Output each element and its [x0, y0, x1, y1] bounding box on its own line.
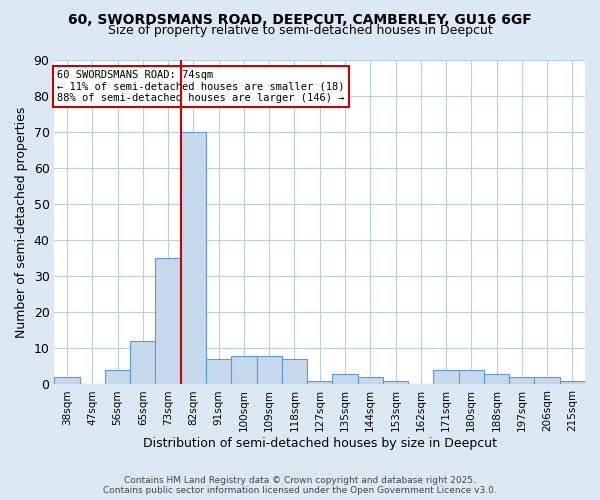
Bar [231, 356, 257, 384]
Text: Size of property relative to semi-detached houses in Deepcut: Size of property relative to semi-detach… [107, 24, 493, 37]
Bar [535, 377, 560, 384]
Bar [458, 370, 484, 384]
Bar [484, 374, 509, 384]
Bar [307, 381, 332, 384]
Bar [509, 377, 535, 384]
Text: 60, SWORDSMANS ROAD, DEEPCUT, CAMBERLEY, GU16 6GF: 60, SWORDSMANS ROAD, DEEPCUT, CAMBERLEY,… [68, 12, 532, 26]
Bar [282, 359, 307, 384]
Bar [358, 377, 383, 384]
Y-axis label: Number of semi-detached properties: Number of semi-detached properties [15, 106, 28, 338]
Text: Contains HM Land Registry data © Crown copyright and database right 2025.
Contai: Contains HM Land Registry data © Crown c… [103, 476, 497, 495]
Bar [155, 258, 181, 384]
Bar [433, 370, 458, 384]
Bar [332, 374, 358, 384]
Bar [206, 359, 231, 384]
Bar [383, 381, 408, 384]
Bar [181, 132, 206, 384]
Bar [130, 341, 155, 384]
Bar [257, 356, 282, 384]
Bar [55, 377, 80, 384]
Bar [105, 370, 130, 384]
X-axis label: Distribution of semi-detached houses by size in Deepcut: Distribution of semi-detached houses by … [143, 437, 497, 450]
Bar [560, 381, 585, 384]
Text: 60 SWORDSMANS ROAD: 74sqm
← 11% of semi-detached houses are smaller (18)
88% of : 60 SWORDSMANS ROAD: 74sqm ← 11% of semi-… [57, 70, 344, 103]
